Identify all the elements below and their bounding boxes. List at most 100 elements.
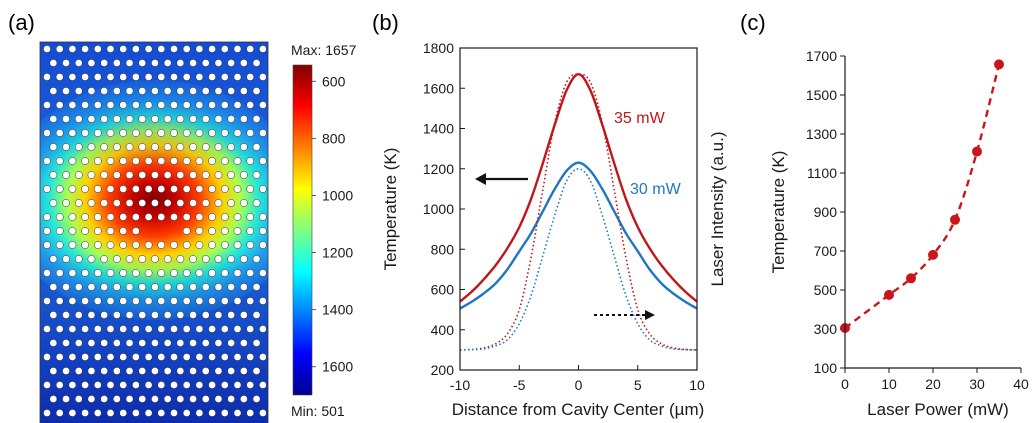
lattice-hole xyxy=(55,101,64,109)
lattice-hole xyxy=(246,129,255,137)
lattice-hole xyxy=(170,325,178,333)
chart-c-ytick-label: 300 xyxy=(814,321,838,337)
lattice-hole xyxy=(151,143,159,151)
lattice-hole xyxy=(43,409,51,417)
lattice-hole xyxy=(214,143,223,151)
lattice-hole xyxy=(214,115,223,123)
lattice-hole xyxy=(144,409,153,417)
lattice-hole xyxy=(220,157,229,165)
colorbar-gradient xyxy=(292,64,313,396)
lattice-hole xyxy=(144,241,153,249)
lattice-hole xyxy=(144,45,153,53)
lattice-hole xyxy=(49,171,58,179)
lattice-hole xyxy=(55,213,64,221)
lattice-hole xyxy=(208,185,216,193)
lattice-hole xyxy=(214,59,223,67)
arrow-left-axis xyxy=(475,173,528,185)
lattice-hole xyxy=(246,45,255,53)
lattice-hole xyxy=(195,269,204,277)
lattice-hole xyxy=(176,143,185,151)
chart-b-ytick-label: 600 xyxy=(431,282,455,298)
lattice-hole xyxy=(176,199,185,207)
lattice-hole xyxy=(182,381,191,389)
chart-b-xtick-label: -5 xyxy=(513,377,526,393)
lattice-hole xyxy=(68,101,77,109)
lattice-hole xyxy=(151,311,159,319)
lattice-hole xyxy=(182,129,191,137)
lattice-hole xyxy=(240,283,248,291)
lattice-hole xyxy=(233,45,242,53)
lattice-hole xyxy=(259,269,267,277)
lattice-hole xyxy=(87,143,96,151)
chart-c-data-point xyxy=(994,59,1004,70)
lattice-hole xyxy=(106,45,115,53)
chart-b-ytick-label: 1600 xyxy=(423,80,454,96)
chart-c-xtick-label: 10 xyxy=(881,376,897,392)
lattice-hole xyxy=(62,311,70,319)
lattice-hole xyxy=(81,297,89,305)
lattice-hole xyxy=(106,381,115,389)
lattice-hole xyxy=(68,269,77,277)
lattice-hole xyxy=(227,171,235,179)
lattice-hole xyxy=(220,381,229,389)
lattice-hole xyxy=(195,185,204,193)
chart-c: 100 300 500 700 900 1100 1300 1500 1700 0 10 20 30 40… xyxy=(769,48,1029,419)
lattice-hole xyxy=(68,227,77,235)
lattice-hole xyxy=(100,395,109,403)
lattice-hole xyxy=(240,59,248,67)
lattice-hole xyxy=(163,115,172,123)
lattice-hole xyxy=(74,87,83,95)
lattice-hole xyxy=(240,255,248,263)
lattice-hole xyxy=(195,241,204,249)
lattice-hole xyxy=(144,129,153,137)
lattice-hole xyxy=(113,143,121,151)
lattice-hole xyxy=(157,325,166,333)
lattice-hole xyxy=(208,353,216,361)
lattice-hole xyxy=(163,199,172,207)
lattice-hole xyxy=(220,409,229,417)
lattice-hole xyxy=(81,185,89,193)
lattice-hole xyxy=(144,381,153,389)
lattice-hole xyxy=(157,381,166,389)
lattice-hole xyxy=(144,73,153,81)
lattice-hole xyxy=(157,297,166,305)
lattice-hole xyxy=(68,185,77,193)
lattice-hole xyxy=(176,171,185,179)
lattice-hole xyxy=(87,87,96,95)
lattice-hole xyxy=(55,409,64,417)
lattice-hole xyxy=(201,255,210,263)
lattice-hole xyxy=(240,143,248,151)
lattice-hole xyxy=(182,101,191,109)
lattice-hole xyxy=(151,199,159,207)
chart-c-xtick-label: 20 xyxy=(925,376,941,392)
lattice-hole xyxy=(176,367,185,375)
lattice-hole xyxy=(163,255,172,263)
lattice-hole xyxy=(240,311,248,319)
lattice-hole xyxy=(233,297,242,305)
lattice-hole xyxy=(119,409,128,417)
chart-c-xtick-label: 0 xyxy=(841,376,849,392)
lattice-hole xyxy=(189,199,197,207)
lattice-hole xyxy=(233,241,242,249)
lattice-hole xyxy=(259,353,267,361)
lattice-hole xyxy=(93,269,102,277)
lattice-hole xyxy=(119,353,128,361)
lattice-hole xyxy=(125,199,134,207)
lattice-hole xyxy=(132,409,140,417)
chart-c-xlabel: Laser Power (mW) xyxy=(867,400,1009,419)
lattice-hole xyxy=(132,381,140,389)
lattice-hole xyxy=(100,339,109,347)
lattice-hole xyxy=(182,213,191,221)
lattice-hole xyxy=(132,241,140,249)
lattice-hole xyxy=(163,143,172,151)
lattice-hole xyxy=(132,227,140,235)
lattice-hole xyxy=(43,353,51,361)
lattice-hole xyxy=(55,325,64,333)
lattice-hole xyxy=(182,297,191,305)
lattice-hole xyxy=(157,185,166,193)
lattice-hole xyxy=(62,87,70,95)
lattice-hole xyxy=(220,269,229,277)
lattice-hole xyxy=(132,269,140,277)
lattice-hole xyxy=(227,339,235,347)
